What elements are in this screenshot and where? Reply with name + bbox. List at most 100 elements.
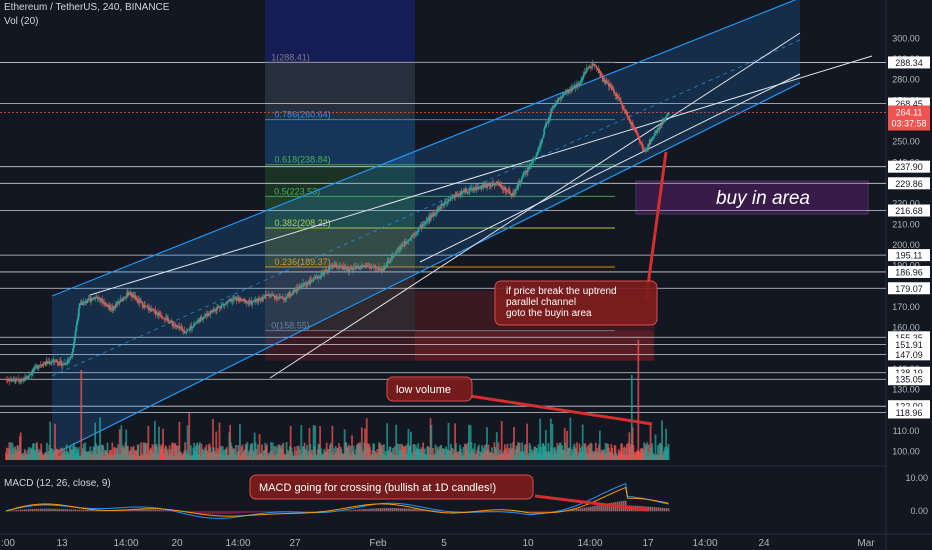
candle-body [227,301,230,302]
volume-bar [386,423,389,460]
candle-body [558,98,561,100]
candle-body [589,67,592,69]
volume-bar [454,423,456,460]
volume-bar [298,449,301,460]
current-price-label: 264.11 [896,108,923,118]
level-tag [888,265,930,278]
macd-histogram-bar [483,511,486,512]
volume-bar [422,442,425,460]
volume-bar [222,450,225,460]
candle-body [631,122,634,127]
candle-body [658,126,661,130]
candle-body [547,120,550,123]
volume-legend[interactable]: Vol (20) [4,16,39,27]
macd-histogram-bar [129,509,132,512]
macd-histogram-bar [242,511,245,514]
symbol-title[interactable]: Ethereum / TetherUS, 240, BINANCE [4,2,170,13]
candle-body [580,78,583,81]
volume-bar [423,448,426,460]
volume-bar [667,443,670,460]
candle-body [538,148,541,150]
candle-body [348,269,351,272]
macd-histogram-bar [127,509,130,512]
candle-body [239,298,241,302]
candle-body [198,318,201,323]
candle-body [67,360,70,361]
macd-histogram-bar [403,508,406,512]
price-tick-label: 200.00 [892,240,920,250]
macd-histogram-bar [224,511,226,515]
candle-body [164,319,167,321]
candle-body [98,298,101,300]
candle-body [663,119,666,122]
macd-histogram-bar [95,510,97,512]
volume-bar [102,445,105,460]
volume-bar [282,442,285,460]
volume-bar [198,442,201,460]
candle-body [648,144,650,146]
macd-histogram-bar [485,511,488,512]
macd-histogram-bar [606,503,609,512]
candle-body [594,65,597,67]
level-tag-label: 179.07 [895,284,923,294]
volume-bar [518,442,521,460]
macd-histogram-bar [316,511,318,512]
macd-histogram-bar [250,511,253,513]
macd-histogram-bar [328,511,330,512]
candle-body [161,316,164,318]
macd-histogram-bar [422,509,424,512]
candle-body [190,326,193,329]
candle-body [407,239,410,242]
candle-body [384,265,387,269]
macd-histogram-bar [514,511,517,512]
candle-body [643,150,645,151]
macd-legend[interactable]: MACD (12, 26, close, 9) [4,478,111,489]
candle-body [405,242,408,244]
macd-histogram-bar [17,509,20,512]
macd-histogram-bar [78,509,81,512]
candle-body [462,191,465,192]
candle-body [627,115,630,119]
candle-body [593,64,596,66]
macd-histogram-bar [211,511,214,515]
candle-body [13,378,16,380]
volume-bar [329,443,332,460]
candle-body [552,107,555,109]
volume-bar [462,447,465,460]
candle-body [544,123,547,128]
macd-histogram-bar [313,511,316,512]
candle-body [14,378,17,383]
macd-histogram-bar [506,511,508,512]
macd-histogram-bar [397,508,400,512]
candle-body [426,219,429,221]
candle-body [112,306,115,310]
macd-histogram-bar [354,509,357,512]
candle-body [400,246,402,250]
candle-body [180,328,183,330]
level-tag [888,348,930,361]
candle-body [459,194,461,196]
macd-histogram-bar [508,511,510,512]
candle-body [611,87,614,90]
price-tick-label: 250.00 [892,137,920,147]
fib-zone-top [265,0,415,63]
volume-bar [99,417,101,460]
volume-bar [405,445,407,460]
macd-histogram-bar [64,509,67,512]
macd-histogram-bar [50,508,52,512]
candle-body [556,101,559,103]
price-tick-label: 210.00 [892,219,920,229]
macd-histogram-bar [375,508,377,512]
candle-body [455,194,458,196]
volume-bar [384,451,387,460]
candle-body [517,183,519,190]
candle-body [73,336,76,343]
macd-histogram-bar [536,511,539,513]
candle-body [239,298,242,299]
macd-histogram-bar [91,510,93,512]
volume-bar [158,426,160,460]
buy-area-label: buy in area [716,188,810,209]
candle-body [6,379,9,381]
